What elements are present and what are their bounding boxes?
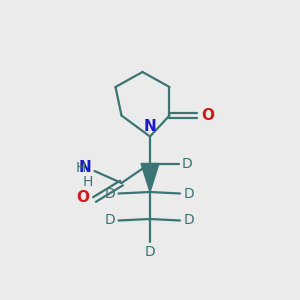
Text: N: N (144, 119, 156, 134)
Text: D: D (184, 214, 194, 227)
Text: H: H (75, 161, 86, 175)
Text: D: D (184, 187, 194, 200)
Text: H: H (82, 176, 93, 190)
Text: D: D (182, 157, 193, 170)
Text: O: O (201, 108, 214, 123)
Text: O: O (76, 190, 89, 206)
Text: N: N (78, 160, 91, 175)
Text: D: D (104, 187, 115, 200)
Text: D: D (104, 214, 115, 227)
Polygon shape (141, 164, 159, 192)
Text: D: D (145, 245, 155, 259)
